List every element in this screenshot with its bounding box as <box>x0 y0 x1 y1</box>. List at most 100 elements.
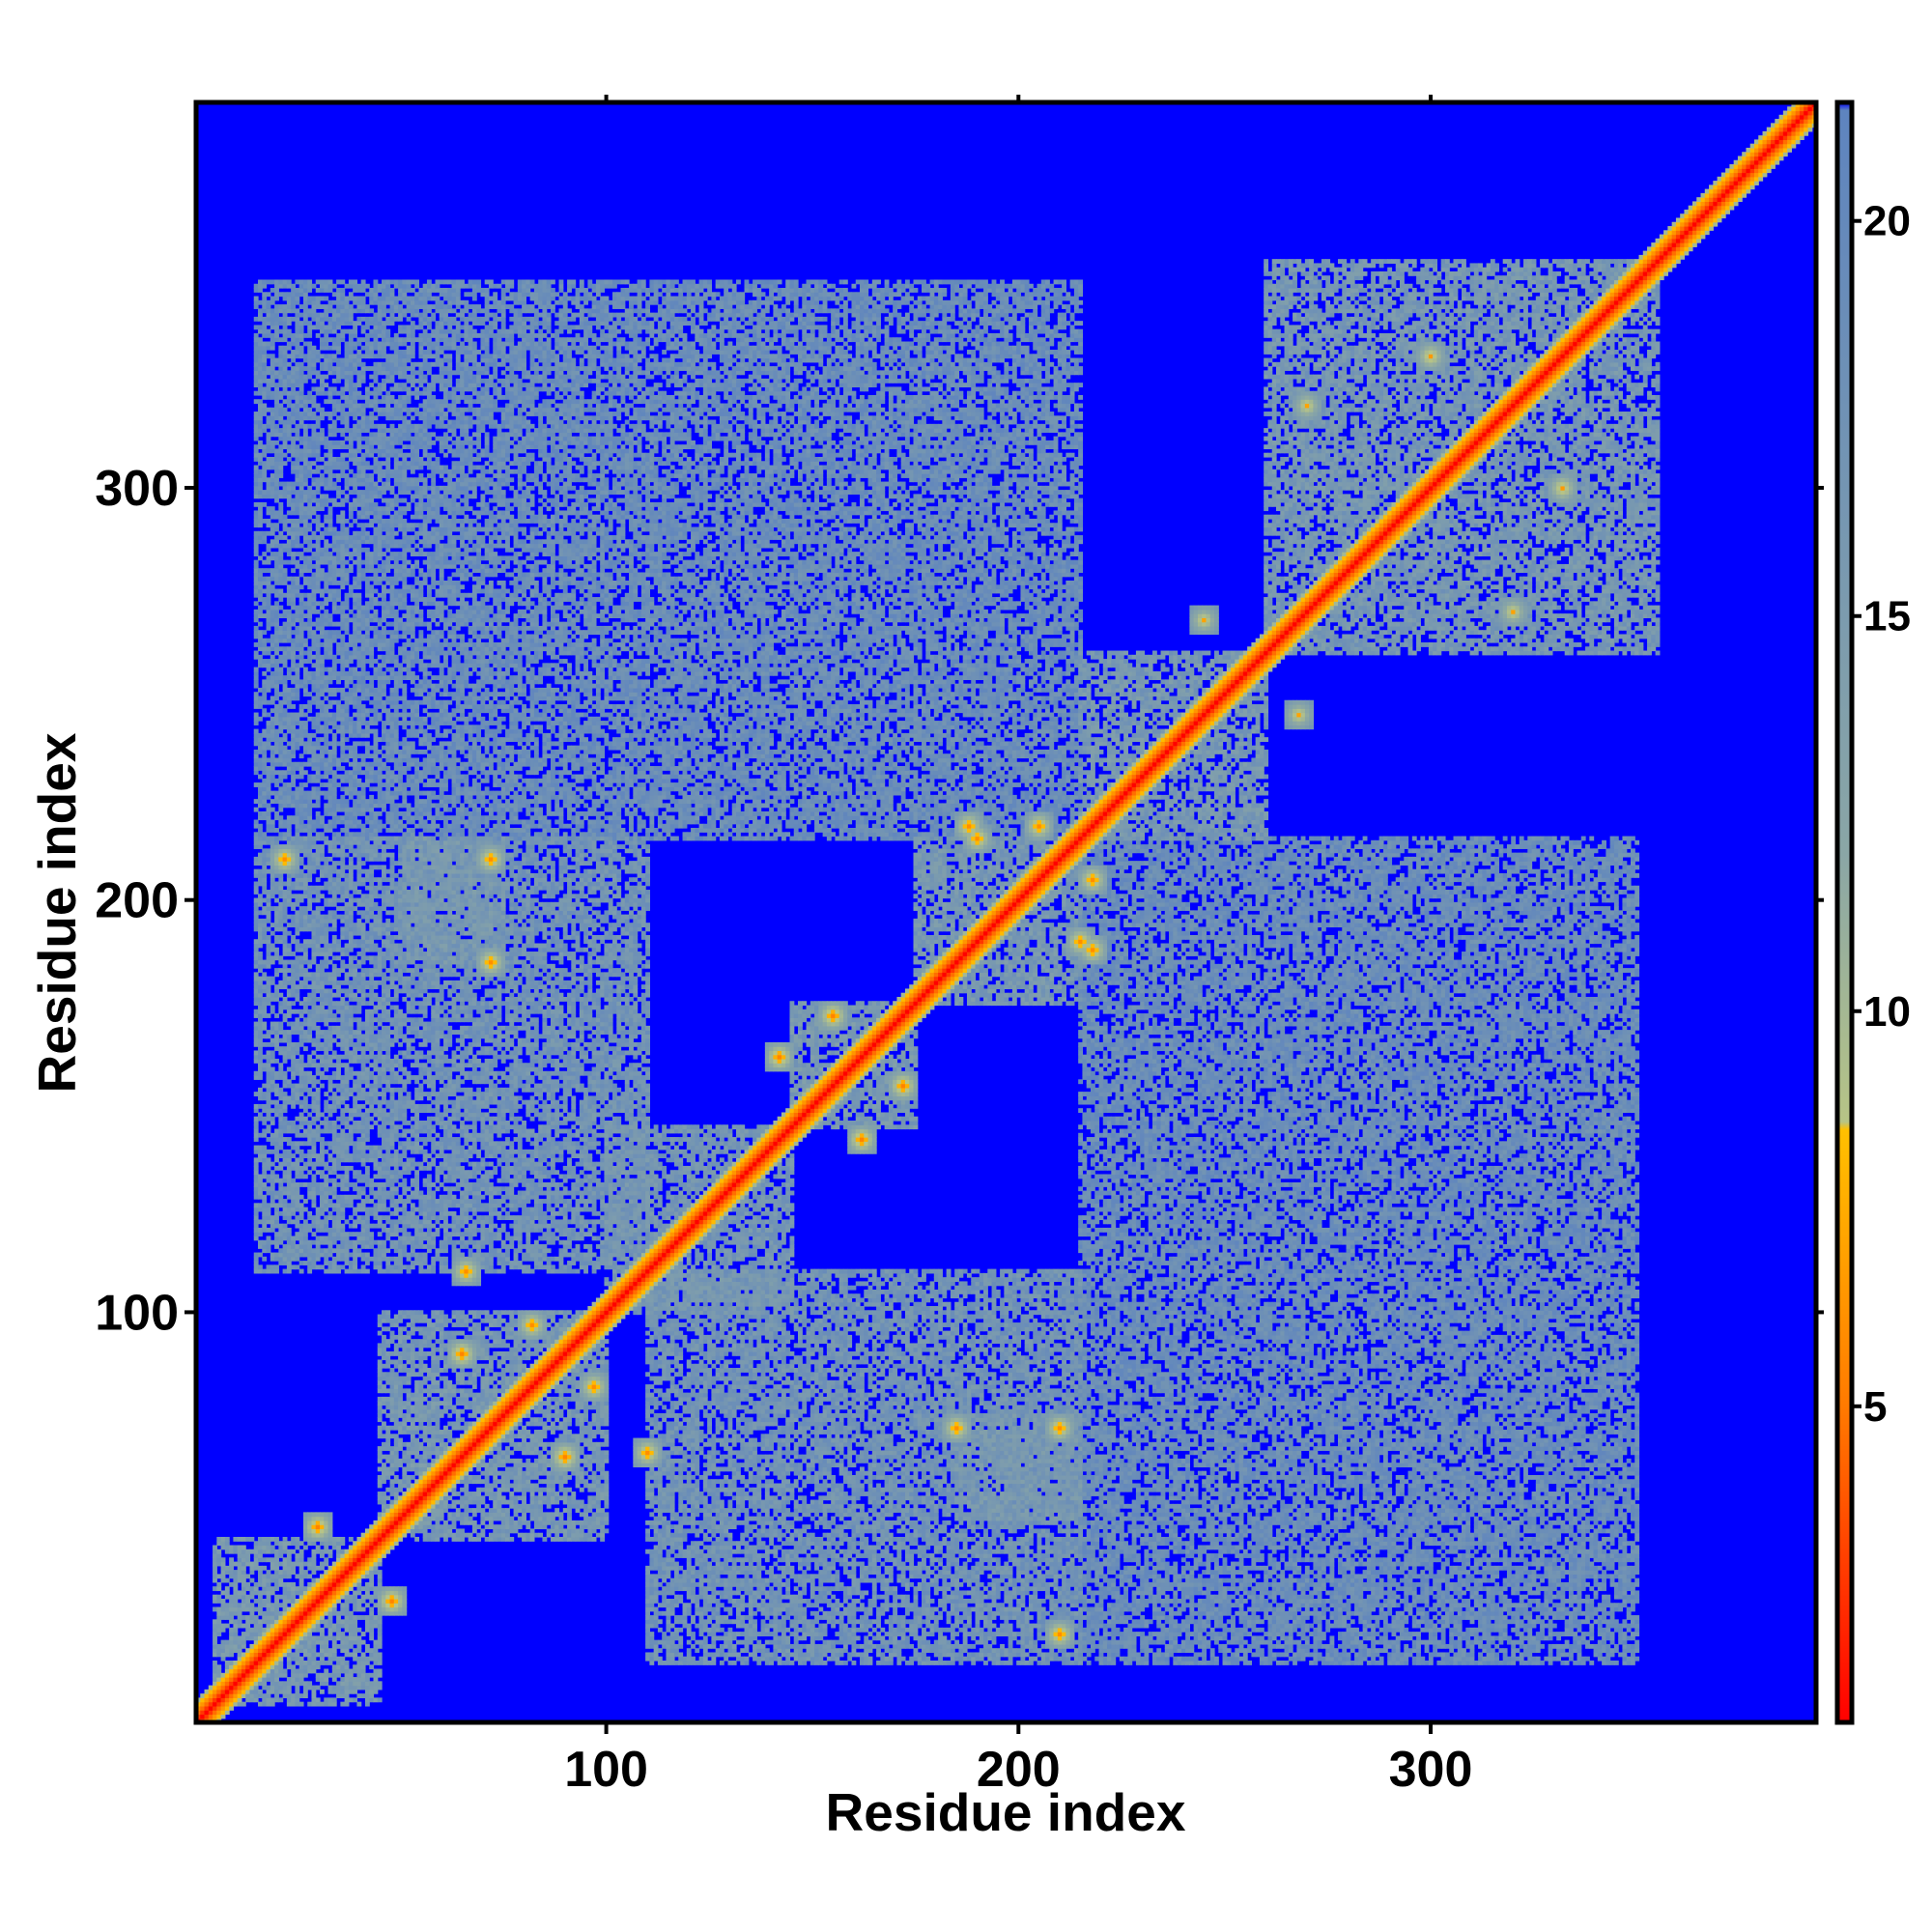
heatmap-cell <box>213 1706 217 1711</box>
heatmap-cell <box>258 984 263 989</box>
heatmap-cell <box>258 1017 263 1022</box>
heatmap-cell <box>254 1673 259 1678</box>
heatmap-cell <box>238 1677 242 1682</box>
heatmap-cell <box>233 1640 238 1645</box>
heatmap-cell <box>242 1582 246 1587</box>
heatmap-cell <box>254 1640 259 1645</box>
heatmap-cell <box>209 1710 213 1715</box>
heatmap-cell <box>258 1133 263 1138</box>
heatmap-cell <box>229 1702 234 1707</box>
heatmap-cell <box>254 980 259 985</box>
heatmap-cell <box>238 1640 242 1645</box>
heatmap-cell <box>258 1026 263 1031</box>
heatmap-cell <box>229 1599 234 1604</box>
heatmap-cell <box>238 1644 242 1649</box>
heatmap-cell <box>254 857 259 862</box>
heatmap-cell <box>258 1071 263 1076</box>
heatmap-cell <box>254 1162 259 1167</box>
heatmap-cell <box>258 1628 263 1633</box>
heatmap-cell <box>216 1706 221 1711</box>
heatmap-cell <box>229 1661 234 1665</box>
heatmap-cell <box>229 1546 234 1550</box>
heatmap-cell <box>229 1557 234 1562</box>
heatmap-cell <box>254 902 259 907</box>
heatmap-cell <box>254 577 259 582</box>
heatmap-cell <box>254 923 259 927</box>
heatmap-cell <box>258 1146 263 1151</box>
heatmap-cell <box>254 1599 259 1604</box>
heatmap-cell <box>254 840 259 845</box>
heatmap-cell <box>245 1673 250 1678</box>
heatmap-cell <box>216 1595 221 1600</box>
heatmap-cell <box>258 1599 263 1604</box>
heatmap-cell <box>254 1157 259 1162</box>
heatmap-cell <box>238 1619 242 1624</box>
heatmap-cell <box>225 1681 230 1686</box>
heatmap-cell <box>258 1677 263 1682</box>
heatmap-cell <box>225 1541 230 1546</box>
heatmap-cell <box>213 1693 217 1698</box>
heatmap-cell <box>254 523 259 527</box>
heatmap-cell <box>254 1224 259 1229</box>
heatmap-cell <box>233 1644 238 1649</box>
heatmap-cell <box>254 948 259 952</box>
heatmap-cell <box>254 651 259 656</box>
heatmap-cell <box>254 1050 259 1055</box>
heatmap-cell <box>225 1702 230 1707</box>
heatmap-cell <box>205 1690 210 1694</box>
heatmap-cell <box>229 1549 234 1554</box>
heatmap-cell <box>229 1706 234 1711</box>
heatmap-cell <box>254 1664 259 1669</box>
heatmap-cell <box>254 1104 259 1109</box>
heatmap-cell <box>249 1697 254 1702</box>
heatmap-cell <box>245 1677 250 1682</box>
heatmap-cell <box>245 1586 250 1591</box>
heatmap-cell <box>254 1644 259 1649</box>
heatmap-cell <box>254 1257 259 1262</box>
heatmap-cell <box>238 1673 242 1678</box>
heatmap-cell <box>229 1619 234 1624</box>
heatmap-cell <box>254 1607 259 1612</box>
heatmap-cell <box>254 420 259 425</box>
heatmap-cell <box>258 1566 263 1571</box>
heatmap-cell <box>229 1669 234 1674</box>
heatmap-cell <box>258 1013 263 1018</box>
heatmap-cell <box>254 1253 259 1258</box>
heatmap-cell <box>254 1546 259 1550</box>
heatmap-cell <box>200 1706 205 1711</box>
heatmap-cell <box>213 1661 217 1665</box>
heatmap-cell <box>254 568 259 573</box>
heatmap-cell <box>254 1026 259 1031</box>
heatmap-cell <box>245 1681 250 1686</box>
heatmap-cell <box>254 832 259 837</box>
heatmap-cell <box>242 1644 246 1649</box>
heatmap-cell <box>254 415 259 420</box>
heatmap-cell <box>245 1603 250 1607</box>
heatmap-cell <box>254 383 259 387</box>
heatmap-cell <box>238 1607 242 1612</box>
heatmap-cell <box>249 1657 254 1662</box>
heatmap-cell <box>254 655 259 660</box>
heatmap-cell <box>249 1690 254 1694</box>
heatmap-cell <box>254 1549 259 1554</box>
heatmap-cell <box>254 964 259 969</box>
heatmap-cell <box>225 1570 230 1575</box>
heatmap-cell <box>254 808 259 812</box>
heatmap-cell <box>221 1693 226 1698</box>
heatmap-cell <box>258 1644 263 1649</box>
heatmap-cell <box>254 729 259 734</box>
heatmap-cell <box>229 1635 234 1640</box>
heatmap-cell <box>258 1186 263 1191</box>
heatmap-cell <box>205 1697 210 1702</box>
heatmap-cell <box>254 1661 259 1665</box>
heatmap-cell <box>258 1195 263 1200</box>
heatmap-cell <box>213 1570 217 1575</box>
heatmap-cell <box>245 1537 250 1542</box>
heatmap-cell <box>254 824 259 829</box>
heatmap-cell <box>254 757 259 762</box>
heatmap-cell <box>238 1669 242 1674</box>
heatmap-cell <box>233 1686 238 1690</box>
heatmap-cell <box>254 564 259 569</box>
heatmap-cell <box>213 1632 217 1636</box>
heatmap-cell <box>242 1669 246 1674</box>
